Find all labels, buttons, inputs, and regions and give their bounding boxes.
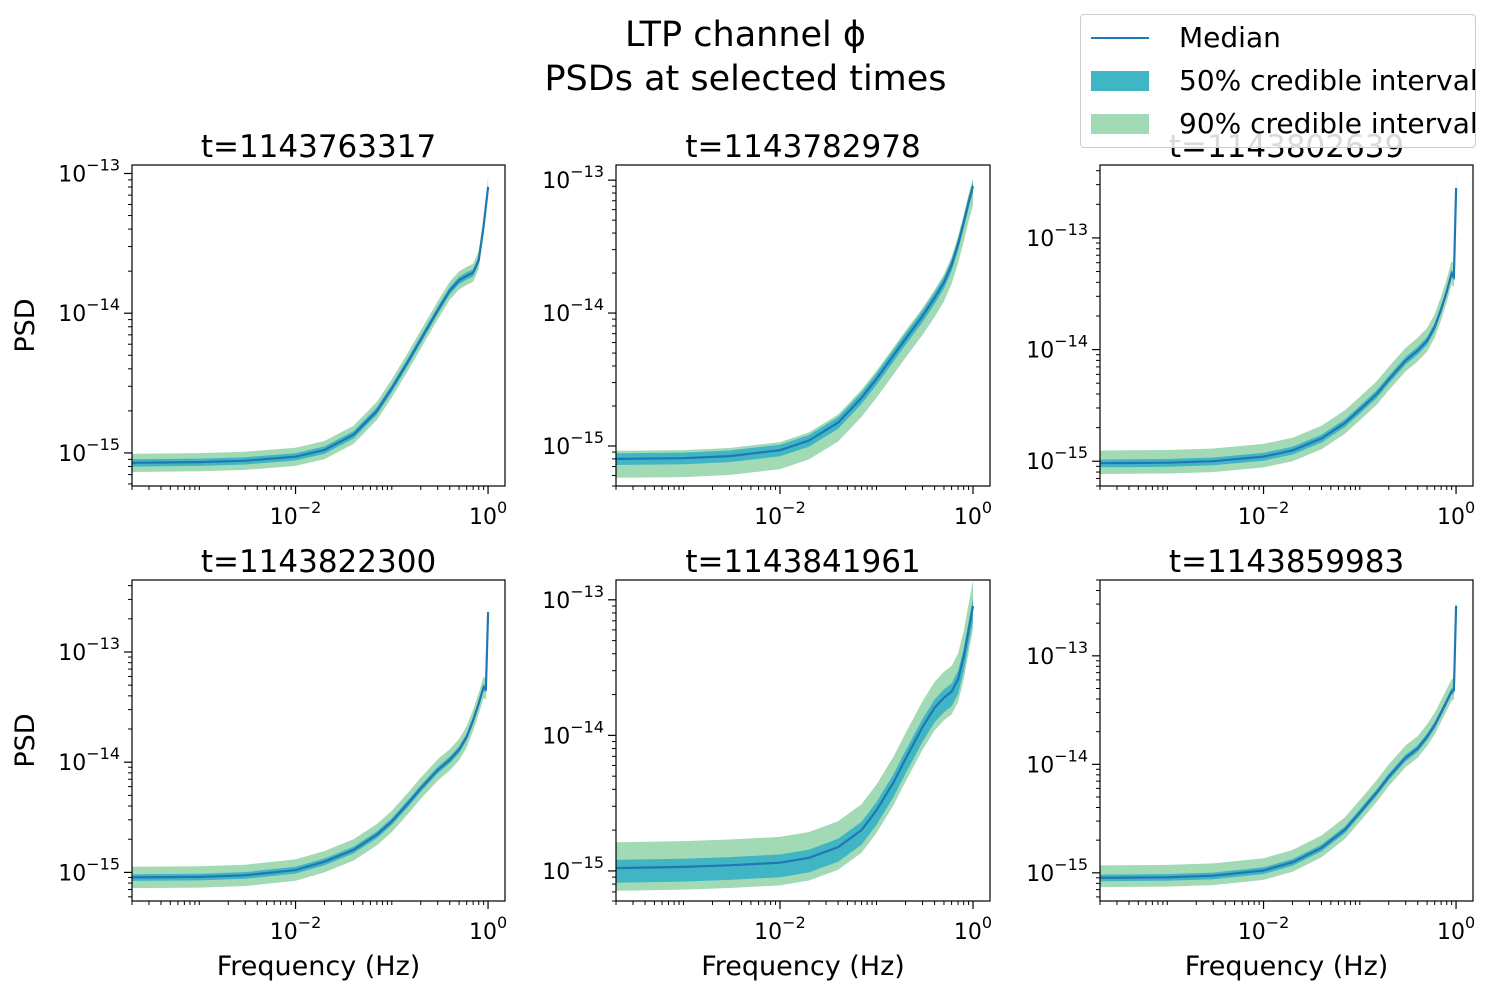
ci90-band — [1100, 593, 1457, 888]
x-tick-label: 100 — [1437, 498, 1475, 530]
median-line — [132, 612, 490, 879]
x-tick-label: 10−2 — [754, 498, 806, 530]
subplot-1: 10−2 100 10−15 10−14 10−13 t=1143763317 PSD — [10, 129, 507, 530]
axes-frame — [1099, 579, 1474, 902]
x-tick-label: 100 — [1437, 913, 1475, 945]
median-line — [616, 605, 975, 870]
y-tick-label: 10−13 — [58, 155, 120, 187]
y-tick-label: 10−15 — [1026, 855, 1088, 887]
y-tick-label: 10−14 — [542, 295, 604, 327]
x-tick-label: 10−2 — [270, 498, 322, 530]
x-tick-label: 10−2 — [1238, 498, 1290, 530]
legend-item-ci50: 50% credible interval — [1091, 62, 1478, 100]
subplot-2: 10−2 100 10−15 10−14 10−13 t=1143782978 — [542, 129, 992, 530]
y-tick-label: 10−13 — [542, 162, 604, 194]
legend-item-median: Median — [1091, 19, 1281, 57]
y-tick-label: 10−14 — [1026, 746, 1088, 778]
legend-median-swatch — [1091, 37, 1149, 39]
y-tick-label: 10−15 — [1026, 443, 1088, 475]
x-tick-label: 10−2 — [754, 913, 806, 945]
legend-item-ci90: 90% credible interval — [1091, 105, 1478, 143]
ci90-band — [1100, 175, 1457, 475]
y-tick-label: 10−15 — [542, 853, 604, 885]
axes-frame — [615, 579, 991, 902]
median-line — [132, 186, 490, 464]
ci90-band — [132, 178, 489, 472]
legend-ci90-label: 90% credible interval — [1179, 107, 1478, 140]
x-tick-label: 100 — [954, 913, 992, 945]
x-axis-label: Frequency (Hz) — [217, 951, 421, 982]
y-tick-label: 10−14 — [542, 717, 604, 749]
median-line — [1100, 187, 1458, 465]
median-line — [1100, 605, 1458, 879]
median-line — [616, 185, 975, 460]
ci50-band — [616, 597, 973, 883]
y-axis-label: PSD — [10, 713, 41, 767]
subplot-title: t=1143859983 — [1169, 544, 1404, 580]
ci50-band — [1100, 602, 1457, 882]
legend-ci50-swatch — [1091, 71, 1149, 91]
subplot-4: 10−2 100 10−15 10−14 10−13 t=1143822300 PSD Fre… — [10, 544, 507, 982]
legend-median-label: Median — [1179, 21, 1281, 54]
subplot-6: 10−2 100 10−15 10−14 10−13 t=1143859983 Freque… — [1026, 544, 1475, 982]
legend-ci50-label: 50% credible interval — [1179, 64, 1478, 97]
y-tick-label: 10−14 — [58, 295, 120, 327]
subplot-title: t=1143782978 — [685, 129, 920, 165]
y-axis-label: PSD — [10, 298, 41, 352]
y-tick-label: 10−13 — [1026, 220, 1088, 252]
ci50-band — [1100, 184, 1457, 468]
legend-ci90-swatch — [1091, 114, 1149, 134]
y-tick-label: 10−15 — [58, 435, 120, 467]
ci90-band — [616, 580, 973, 891]
y-tick-label: 10−14 — [1026, 332, 1088, 364]
y-tick-label: 10−15 — [58, 854, 120, 886]
subplot-title: t=1143822300 — [201, 544, 436, 580]
figure-title-line1: LTP channel ϕ — [624, 15, 866, 55]
axes-frame — [131, 164, 506, 487]
subplot-title: t=1143841961 — [685, 544, 920, 580]
ci90-band — [132, 601, 489, 889]
legend: Median 50% credible interval 90% credibl… — [1080, 14, 1478, 148]
ci50-band — [132, 608, 489, 881]
x-tick-label: 100 — [469, 498, 507, 530]
x-tick-label: 100 — [954, 498, 992, 530]
x-tick-label: 10−2 — [1238, 913, 1290, 945]
ci90-band — [616, 178, 973, 478]
y-tick-label: 10−14 — [58, 744, 120, 776]
axes-frame — [131, 579, 506, 902]
x-tick-label: 100 — [469, 913, 507, 945]
y-tick-label: 10−13 — [1026, 638, 1088, 670]
ci50-band — [132, 183, 489, 467]
figure-title-line2: PSDs at selected times — [544, 59, 947, 99]
y-tick-label: 10−13 — [58, 634, 120, 666]
x-tick-label: 10−2 — [270, 913, 322, 945]
ci50-band — [616, 180, 973, 465]
subplot-5: 10−2 100 10−15 10−14 10−13 t=1143841961 Freque… — [542, 544, 992, 982]
axes-frame — [1099, 164, 1474, 487]
y-tick-label: 10−15 — [542, 428, 604, 460]
x-axis-label: Frequency (Hz) — [701, 951, 905, 982]
x-axis-label: Frequency (Hz) — [1185, 951, 1389, 982]
y-tick-label: 10−13 — [542, 582, 604, 614]
subplot-title: t=1143763317 — [201, 129, 436, 165]
